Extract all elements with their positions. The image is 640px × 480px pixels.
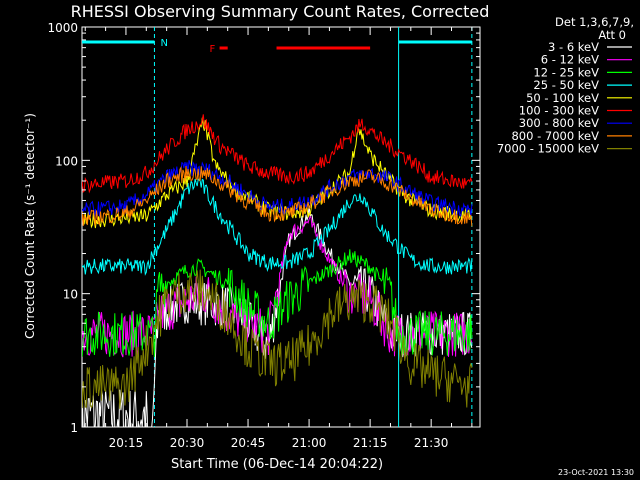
series-line-8 (82, 269, 473, 409)
x-axis: 20:15 20:30 20:45 21:00 21:15 21:30 (84, 27, 473, 450)
x-tick-label-1: 20:30 (170, 436, 205, 450)
legend-label-2: 12 - 25 keV (533, 65, 599, 79)
series-line-3 (82, 178, 473, 276)
flag-bars: NF (82, 38, 472, 55)
series-line-0 (82, 205, 473, 427)
x-tick-label-2: 20:45 (231, 436, 266, 450)
x-tick-label-4: 21:15 (353, 436, 388, 450)
legend-label-3: 25 - 50 keV (533, 78, 599, 92)
series-line-4 (82, 117, 473, 229)
series-line-7 (82, 165, 473, 227)
x-axis-label: Start Time (06-Dec-14 20:04:22) (171, 457, 383, 472)
detector-info-line2: Att 0 (598, 28, 626, 42)
x-tick-label-0: 20:15 (109, 436, 144, 450)
chart-title: RHESSI Observing Summary Count Rates, Co… (71, 2, 490, 21)
y-tick-label-3: 1000 (47, 21, 78, 35)
legend-label-6: 300 - 800 keV (519, 116, 599, 130)
legend-label-1: 6 - 12 keV (541, 53, 599, 67)
y-axis-label: Corrected Count Rate (s⁻¹ detector⁻¹) (23, 113, 37, 339)
legend-label-7: 800 - 7000 keV (511, 129, 599, 143)
timestamp: 23-Oct-2021 13:30 (558, 468, 634, 477)
series-line-5 (82, 114, 473, 194)
x-tick-label-3: 21:00 (292, 436, 327, 450)
x-tick-label-5: 21:30 (414, 436, 449, 450)
y-tick-label-1: 10 (63, 288, 78, 302)
series-line-6 (82, 159, 473, 218)
y-tick-label-2: 100 (55, 154, 78, 168)
legend-label-5: 100 - 300 keV (519, 104, 599, 118)
y-axis: 1 10 100 1000 (47, 21, 480, 435)
flag-label-N: N (160, 38, 167, 49)
detector-info-line1: Det 1,3,6,7,9, (555, 15, 634, 29)
series-layer (82, 114, 473, 427)
series-line-1 (82, 215, 473, 358)
legend-label-0: 3 - 6 keV (548, 40, 599, 54)
legend-label-8: 7000 - 15000 keV (497, 142, 599, 156)
flag-label-F: F (210, 44, 216, 55)
boundary-lines (153, 27, 473, 427)
plot-frame (81, 26, 481, 428)
y-tick-label-0: 1 (70, 421, 78, 435)
legend-label-4: 50 - 100 keV (526, 91, 599, 105)
